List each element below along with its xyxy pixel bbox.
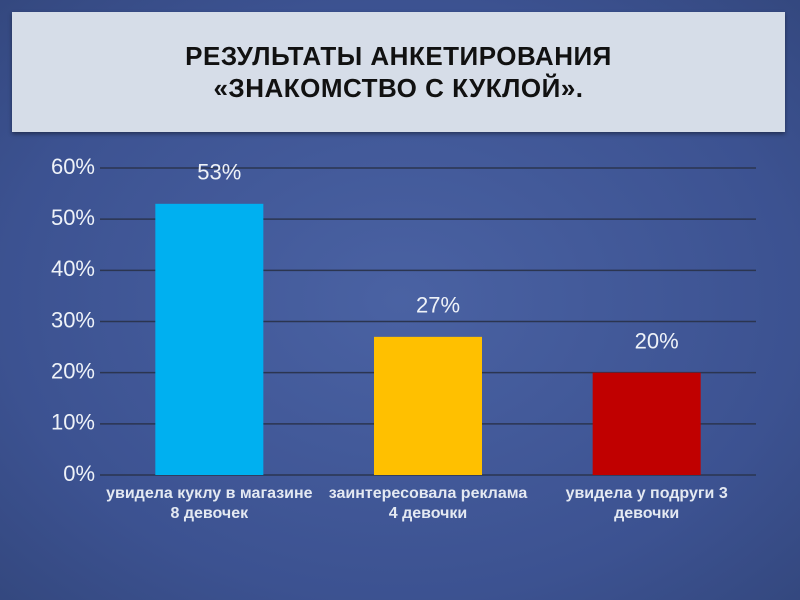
bar: [155, 203, 264, 476]
title-box: РЕЗУЛЬТАТЫ АНКЕТИРОВАНИЯ «ЗНАКОМСТВО С К…: [12, 12, 785, 132]
y-tick-label: 40%: [51, 256, 95, 281]
y-tick-label: 20%: [51, 358, 95, 383]
title-line: РЕЗУЛЬТАТЫ АНКЕТИРОВАНИЯ: [185, 41, 612, 71]
y-tick-label: 50%: [51, 205, 95, 230]
x-tick-label: заинтересовала реклама 4 девочки: [328, 485, 528, 522]
y-tick-label: 10%: [51, 410, 95, 435]
y-tick-label: 0%: [63, 461, 95, 486]
value-label: 20%: [635, 328, 679, 353]
value-label: 27%: [416, 293, 460, 318]
y-tick-label: 30%: [51, 307, 95, 332]
bar: [592, 372, 701, 475]
bar: [374, 336, 482, 475]
title-line: «ЗНАКОМСТВО С КУКЛОЙ».: [213, 73, 584, 103]
y-tick-label: 60%: [51, 154, 95, 179]
value-label: 53%: [197, 160, 241, 185]
x-tick-label: увидела куклу в магазине 8 девочек: [106, 485, 313, 522]
x-tick-label: увидела у подруги 3 девочки: [565, 485, 728, 522]
